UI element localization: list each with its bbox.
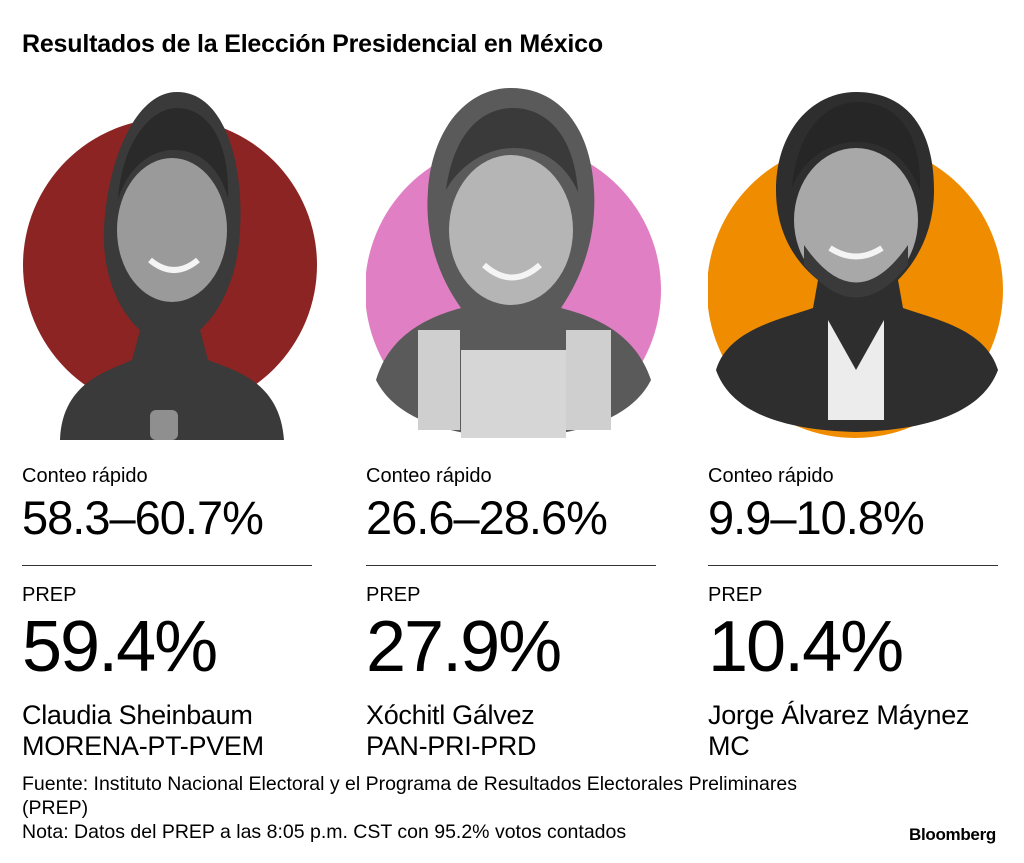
candidate-column-maynez: Conteo rápido 9.9–10.8% PREP 10.4% Jorge…	[708, 0, 1008, 762]
data-note: Nota: Datos del PREP a las 8:05 p.m. CST…	[22, 821, 627, 843]
portrait-maynez	[708, 80, 1008, 440]
candidate-column-sheinbaum: Conteo rápido 58.3–60.7% PREP 59.4% Clau…	[22, 0, 322, 762]
prep-value: 59.4%	[22, 607, 218, 687]
quick-count-value: 9.9–10.8%	[708, 491, 925, 544]
chart-title: Resultados de la Elección Presidencial e…	[22, 30, 603, 58]
prep-label: PREP	[708, 584, 763, 606]
candidate-coalition: MORENA-PT-PVEM	[22, 731, 264, 762]
divider	[22, 565, 312, 566]
candidate-name-block: Claudia Sheinbaum MORENA-PT-PVEM	[22, 700, 264, 762]
source-note: Fuente: Instituto Nacional Electoral y e…	[22, 773, 797, 819]
divider	[366, 565, 656, 566]
candidate-name-block: Xóchitl Gálvez PAN-PRI-PRD	[366, 700, 537, 762]
quick-count-value: 58.3–60.7%	[22, 491, 264, 544]
candidate-name: Xóchitl Gálvez	[366, 700, 535, 730]
quick-count-label: Conteo rápido	[22, 465, 148, 487]
quick-count-value: 26.6–28.6%	[366, 491, 608, 544]
footer-notes: Fuente: Instituto Nacional Electoral y e…	[22, 772, 842, 844]
candidate-name: Claudia Sheinbaum	[22, 700, 253, 730]
quick-count-label: Conteo rápido	[366, 465, 492, 487]
portrait-sheinbaum	[22, 80, 322, 440]
prep-label: PREP	[22, 584, 77, 606]
candidate-column-galvez: Conteo rápido 26.6–28.6% PREP 27.9% Xóch…	[366, 0, 666, 762]
quick-count-label: Conteo rápido	[708, 465, 834, 487]
portrait-galvez	[366, 80, 666, 440]
candidate-name: Jorge Álvarez Máynez	[708, 700, 970, 730]
candidate-coalition: MC	[708, 731, 750, 762]
candidate-coalition: PAN-PRI-PRD	[366, 731, 537, 762]
prep-label: PREP	[366, 584, 421, 606]
prep-value: 27.9%	[366, 607, 562, 687]
divider	[708, 565, 998, 566]
prep-value: 10.4%	[708, 607, 904, 687]
candidate-name-block: Jorge Álvarez Máynez MC	[708, 700, 969, 762]
bloomberg-logo: Bloomberg	[908, 825, 996, 844]
